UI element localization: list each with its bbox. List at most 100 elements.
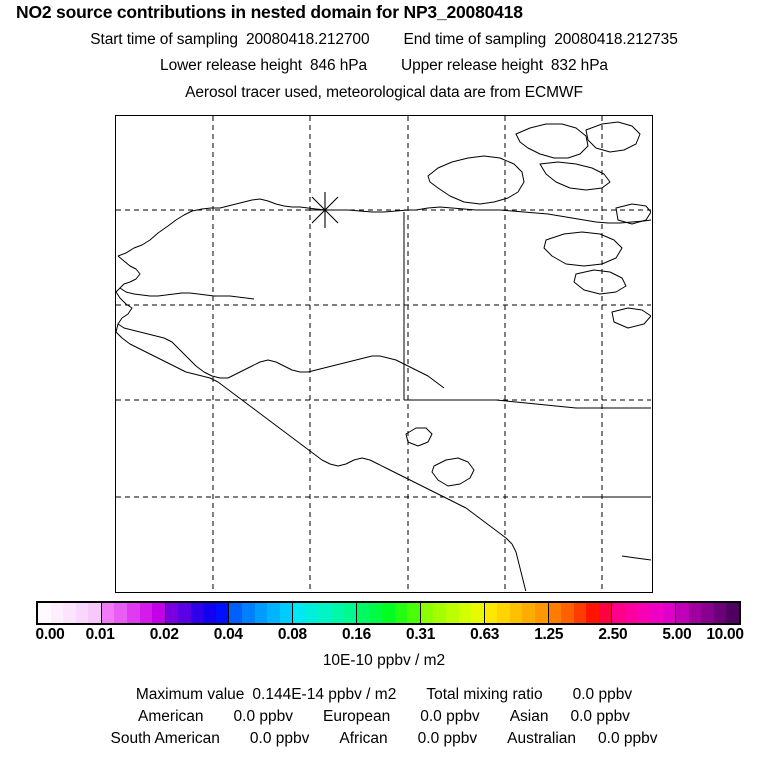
colorbar-step [114,603,127,623]
colorbar-step [394,603,408,623]
colorbar-tick: 0.63 [470,626,500,643]
boundary-us-canada-49 [404,399,651,409]
coastline-vancouver-island [431,457,475,487]
colorbar-segment [676,603,739,623]
colorbar-step [38,603,51,623]
colorbar [36,601,741,625]
colorbar-step [548,603,562,623]
colorbar-tick: 0.04 [213,626,243,643]
coastline-alaska-north [117,198,416,257]
lower-release-value: 846 hPa [309,57,367,74]
coastlines [116,121,651,591]
colorbar-segment [612,603,677,623]
region-label-south-american: South American [110,730,220,747]
colorbar-tick-labels: 0.00 0.01 0.02 0.04 0.08 0.16 0.31 0.63 1.25 2.50… [35,626,744,646]
colorbar-step [471,603,484,623]
colorbar-step [50,603,64,623]
region-value-asian: 0.0 ppbv [570,708,630,725]
coastline-alaska-northwest [117,255,255,300]
colorbar-unit-label: 10E-10 ppbv / m2 [322,652,446,669]
colorbar-step [650,603,663,623]
colorbar-step [573,603,587,623]
maximum-value-label: Maximum value [135,686,245,703]
colorbar-step [242,603,255,623]
colorbar-segment [420,603,485,623]
colorbar-tick: 0.31 [406,626,436,643]
colorbar-step [305,603,319,623]
colorbar-step [75,603,89,623]
coastline-alaska-peninsula [116,323,323,461]
colorbar-tick: 5.00 [662,626,692,643]
colorbar-step [446,603,459,623]
colorbar-step [407,603,420,623]
colorbar-step [586,603,599,623]
coastline-arctic-island-6 [573,269,627,295]
colorbar-step [88,603,101,623]
release-height-line: Lower release height 846 hPa Upper release… [0,57,768,75]
total-mixing-ratio-value: 0.0 ppbv [572,686,633,703]
region-value-african: 0.0 ppbv [417,730,478,747]
colorbar-step [190,603,204,623]
lower-release-label: Lower release height [160,57,302,74]
colorbar-segment [38,603,102,623]
colorbar-step [458,603,472,623]
colorbar-step [561,603,574,623]
region-label-asian: Asian [509,708,549,725]
coastline-southeast-alaska [321,457,513,545]
colorbar-step [126,603,140,623]
colorbar-tick: 0.08 [277,626,307,643]
colorbar-segment [165,603,230,623]
coastline-arctic-island-2 [515,123,589,159]
colorbar-step [318,603,331,623]
stats-row-regions-2: South American 0.0 ppbv African 0.0 ppbv Aus… [0,728,768,750]
region-value-south-american: 0.0 ppbv [249,730,310,747]
colorbar-tick: 0.02 [149,626,179,643]
colorbar-step [598,603,612,623]
upper-release-label: Upper release height [401,57,543,74]
colorbar-segment [229,603,294,623]
stats-row-regions-1: American 0.0 ppbv European 0.0 ppbv Asian 0.0… [0,706,768,728]
colorbar-tick: 0.01 [85,626,115,643]
colorbar-tick: 0.00 [35,626,65,643]
boundary-interior-2 [621,555,651,561]
colorbar-step [203,603,216,623]
region-label-australian: Australian [507,730,577,747]
colorbar-step [433,603,446,623]
region-value-american: 0.0 ppbv [233,708,293,725]
release-point-asterisk [307,192,343,228]
coastline-arctic-island-8 [611,307,651,329]
coastline-haida-gwaii [405,427,433,447]
colorbar-step [420,603,434,623]
start-time-value: 20080418.212700 [245,31,370,48]
colorbar-step [152,603,165,623]
total-mixing-ratio-label: Total mixing ratio [426,686,543,703]
colorbar-step [254,603,268,623]
colorbar-tick: 1.25 [534,626,564,643]
colorbar-step [662,603,676,623]
coastline-canada-arctic [415,206,651,224]
tracer-note: Aerosol tracer used, meteorological data… [185,84,583,101]
colorbar-step [165,603,179,623]
colorbar-step [713,603,727,623]
coastline-us-west [511,543,527,591]
colorbar-step [497,603,510,623]
colorbar-step [624,603,638,623]
colorbar-step [267,603,280,623]
colorbar-tick: 2.50 [598,626,628,643]
colorbar-step [178,603,191,623]
start-time-label: Start time of sampling [90,31,238,48]
colorbar-tick: 10.00 [706,626,744,643]
colorbar-step [215,603,229,623]
colorbar-step [688,603,702,623]
colorbar-step [357,603,370,623]
figure-title: NO2 source contributions in nested domai… [16,2,523,22]
colorbar-step [637,603,650,623]
colorbar-step [534,603,548,623]
colorbar-step [63,603,76,623]
stats-row-maximum: Maximum value 0.144E-14 ppbv / m2 Total mi… [0,684,768,706]
colorbar-step [676,603,689,623]
colorbar-segment [548,603,613,623]
region-label-african: African [339,730,388,747]
colorbar-step [293,603,306,623]
